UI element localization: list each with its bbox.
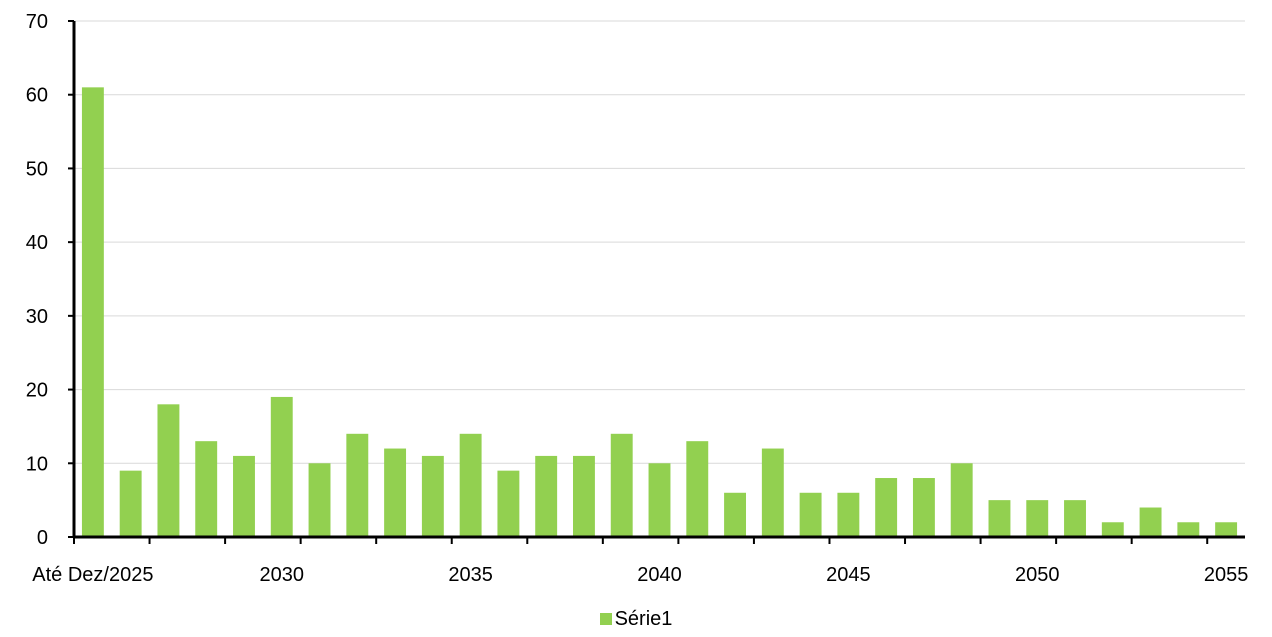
- bar-2037: [535, 455, 558, 537]
- x-tick-label: 2050: [1015, 564, 1060, 586]
- bar-2041: [686, 441, 709, 537]
- bar-2032: [346, 433, 369, 537]
- bar-2028: [195, 441, 218, 537]
- y-tick-label: 30: [26, 306, 48, 328]
- legend: Série1: [0, 608, 1272, 631]
- bars: [81, 87, 1238, 537]
- y-tick-label: 20: [26, 380, 48, 402]
- x-tick-label: 2055: [1204, 564, 1249, 586]
- bar-2054: [1177, 522, 1200, 537]
- bar-2026: [119, 470, 142, 537]
- bar-2030: [270, 396, 293, 537]
- bar-2050: [1026, 500, 1049, 537]
- y-tick-label: 70: [26, 11, 48, 33]
- x-tick-label: 2040: [637, 564, 682, 586]
- bar-Até Dez/2025: [81, 87, 104, 537]
- bar-2053: [1139, 507, 1162, 537]
- bar-2049: [988, 500, 1011, 537]
- x-tick-label: Até Dez/2025: [32, 564, 153, 586]
- bar-2045: [837, 492, 860, 537]
- bar-2042: [724, 492, 747, 537]
- bar-2047: [912, 478, 935, 537]
- bar-2031: [308, 463, 331, 537]
- bar-2033: [384, 448, 407, 537]
- bar-2036: [497, 470, 520, 537]
- bar-2029: [233, 455, 255, 537]
- y-tick-label: 60: [26, 85, 48, 107]
- x-tick-label: 2030: [260, 564, 305, 586]
- bar-2051: [1064, 500, 1086, 537]
- bar-2035: [459, 433, 482, 537]
- bar-2043: [761, 448, 784, 537]
- bar-2052: [1101, 522, 1124, 537]
- bar-2034: [421, 455, 444, 537]
- legend-swatch: [599, 612, 612, 625]
- bar-2046: [875, 478, 898, 537]
- y-tick-label: 0: [37, 527, 48, 549]
- legend-label: Série1: [614, 608, 673, 630]
- gridlines: [74, 20, 1245, 464]
- y-tick-label: 10: [26, 453, 48, 475]
- axes: [68, 20, 1245, 544]
- bar-2039: [610, 433, 633, 537]
- x-tick-label: 2035: [448, 564, 493, 586]
- bar-2055: [1215, 522, 1238, 537]
- x-tick-label: 2045: [826, 564, 871, 586]
- bar-2044: [799, 492, 822, 537]
- bar-2038: [572, 455, 595, 537]
- y-tick-label: 40: [26, 232, 48, 254]
- bar-2048: [950, 463, 973, 537]
- bar-2040: [648, 463, 671, 537]
- y-tick-label: 50: [26, 158, 48, 180]
- bar-2027: [157, 404, 180, 537]
